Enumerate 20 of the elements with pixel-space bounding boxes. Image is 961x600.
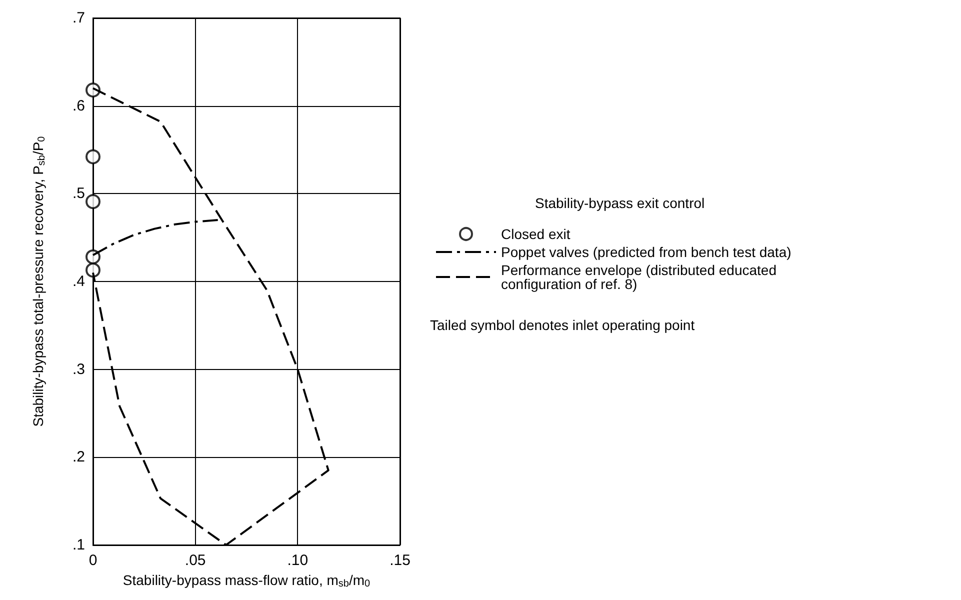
y-tick-label: .3 [72,360,85,378]
legend-label: Poppet valves (predicted from bench test data) [501,244,792,260]
y-tick-label: .4 [72,273,85,290]
legend-title: Stability-bypass exit control [535,195,705,211]
y-tick-label: .2 [72,448,85,466]
x-tick-label: .10 [287,552,308,569]
y-tick-label: .1 [72,536,85,554]
legend-label: Performance envelope (distributed educated configuration of ref. 8) [501,262,780,292]
point [86,262,100,278]
x-tick-label: 0 [88,552,98,569]
y-tick-label: .5 [72,185,85,202]
text: Tailed symbol denotes inlet operating point [430,317,695,333]
x-tick-label: .05 [184,552,206,569]
y-tick-label: .7 [72,10,85,26]
x-tick-label: .15 [390,552,410,569]
legend-label: Closed exit [501,226,570,242]
point [86,194,100,210]
y-tick-label: .6 [72,97,85,114]
point [86,149,100,164]
y-axis-title: Stability-bypass total-pressure recovery, Psb/P0 [30,136,48,427]
